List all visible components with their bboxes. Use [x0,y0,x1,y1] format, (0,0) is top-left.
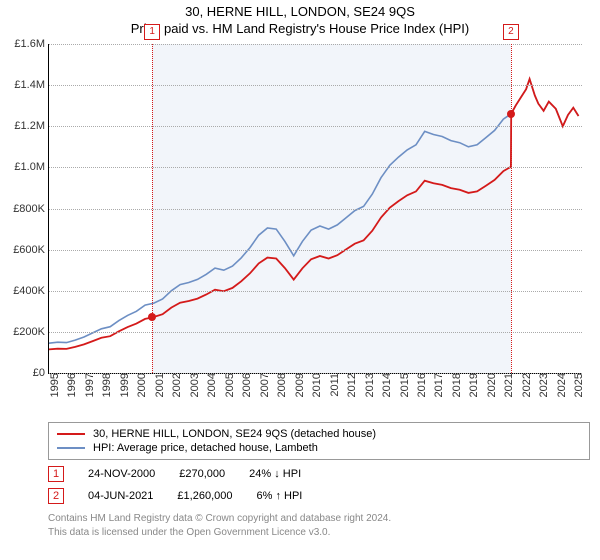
x-axis-label: 2013 [360,373,376,397]
sale-marker-dot [148,313,156,321]
sale-delta: 6% ↑ HPI [256,490,302,502]
price-chart: £0£200K£400K£600K£800K£1.0M£1.2M£1.4M£1.… [48,44,590,414]
x-axis-label: 1995 [45,373,61,397]
y-axis-label: £1.6M [14,38,49,50]
y-axis-label: £800K [13,203,49,215]
legend-label: HPI: Average price, detached house, Lamb… [93,442,318,454]
x-axis-label: 2009 [290,373,306,397]
y-axis-label: £1.2M [14,120,49,132]
x-axis-label: 2016 [412,373,428,397]
x-axis-label: 2008 [272,373,288,397]
x-axis-label: 2014 [377,373,393,397]
x-axis-label: 2001 [150,373,166,397]
x-axis-label: 2010 [307,373,323,397]
footer-line: Contains HM Land Registry data © Crown c… [48,512,590,526]
x-axis-label: 2004 [202,373,218,397]
sale-date: 24-NOV-2000 [88,468,155,480]
x-axis-label: 2007 [255,373,271,397]
x-axis-label: 2005 [220,373,236,397]
x-axis-label: 2015 [395,373,411,397]
sale-index-box: 1 [48,466,64,482]
x-axis-label: 2011 [325,373,341,397]
x-axis-label: 2018 [447,373,463,397]
x-axis-label: 1997 [80,373,96,397]
x-axis-label: 2000 [132,373,148,397]
sale-line [152,44,153,373]
y-axis-label: £600K [13,244,49,256]
x-axis-label: 2006 [237,373,253,397]
x-axis-label: 2017 [429,373,445,397]
x-axis-label: 2024 [552,373,568,397]
x-axis-label: 2002 [167,373,183,397]
x-axis-label: 2012 [342,373,358,397]
sale-row: 2 04-JUN-2021 £1,260,000 6% ↑ HPI [48,488,590,504]
y-axis-label: £1.4M [14,79,49,91]
legend-item: HPI: Average price, detached house, Lamb… [57,441,581,455]
sale-marker-box: 2 [503,24,519,40]
legend-swatch [57,447,85,449]
sale-price: £1,260,000 [177,490,232,502]
x-axis-label: 1996 [62,373,78,397]
x-axis-label: 2021 [499,373,515,397]
sale-marker-dot [507,110,515,118]
legend-item: 30, HERNE HILL, LONDON, SE24 9QS (detach… [57,427,581,441]
x-axis-label: 1998 [97,373,113,397]
series-hpi [49,79,579,343]
series-property [49,79,579,349]
sale-line [511,44,512,373]
legend: 30, HERNE HILL, LONDON, SE24 9QS (detach… [48,422,590,460]
legend-swatch [57,433,85,435]
x-axis-label: 2019 [464,373,480,397]
y-axis-label: £400K [13,285,49,297]
footer-line: This data is licensed under the Open Gov… [48,526,590,540]
sale-price: £270,000 [179,468,225,480]
sale-index-box: 2 [48,488,64,504]
sale-row: 1 24-NOV-2000 £270,000 24% ↓ HPI [48,466,590,482]
x-axis-label: 2025 [569,373,585,397]
page-title: 30, HERNE HILL, LONDON, SE24 9QS [0,4,600,19]
x-axis-label: 2023 [534,373,550,397]
x-axis-label: 2020 [482,373,498,397]
y-axis-label: £1.0M [14,161,49,173]
sale-date: 04-JUN-2021 [88,490,153,502]
sale-delta: 24% ↓ HPI [249,468,301,480]
legend-label: 30, HERNE HILL, LONDON, SE24 9QS (detach… [93,428,376,440]
footer-attribution: Contains HM Land Registry data © Crown c… [48,512,590,539]
y-axis-label: £200K [13,326,49,338]
sale-marker-box: 1 [144,24,160,40]
x-axis-label: 2003 [185,373,201,397]
x-axis-label: 2022 [517,373,533,397]
x-axis-label: 1999 [115,373,131,397]
